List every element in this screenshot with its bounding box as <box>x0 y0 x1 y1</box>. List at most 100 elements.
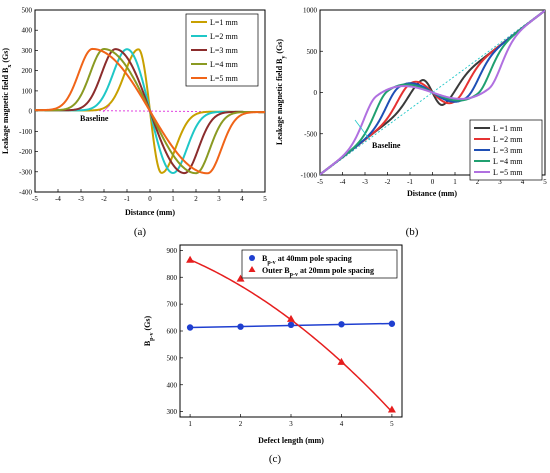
x-ticks-a: -5 -4 -3 -2 -1 0 1 2 3 4 5 <box>32 189 267 203</box>
y-tick-label-0: -200 <box>19 148 32 156</box>
data-point-c-2 <box>287 314 295 322</box>
x-tick-label-0: 3 <box>217 195 221 203</box>
data-point-c-1 <box>186 324 194 331</box>
y-tick-label-1: -500 <box>304 130 317 138</box>
legend-item-b-4: L =4 mm <box>493 157 523 166</box>
legend-c: Bp-v at 40mm pole spacing Outer Bp-v at … <box>241 249 398 279</box>
x-axis-label-c: Defect length (mm) <box>258 436 324 445</box>
y-tick-label-2: 900 <box>167 247 178 255</box>
y-axis-label-a: Leakage magnetic field Bx (Gs) <box>1 48 13 154</box>
x-tick-label-1: 1 <box>453 178 457 186</box>
chart-b: -5 -4 -3 -2 -1 0 1 2 3 4 5 -1000 -500 0 500 1000 Basel… <box>275 7 547 239</box>
x-tick-label-1: -4 <box>340 178 346 186</box>
y-tick-label-0: 400 <box>22 27 33 35</box>
data-point-c-2 <box>387 405 396 413</box>
x-tick-label-2: 4 <box>340 420 344 428</box>
panel-label-b: (b) <box>406 226 419 238</box>
y-tick-label-0: 500 <box>22 7 33 15</box>
series-lines-a <box>35 47 265 175</box>
panel-label-a: (a) <box>134 226 147 238</box>
x-tick-label-0: -1 <box>124 195 130 203</box>
fit-lines-c <box>189 259 393 413</box>
legend-item-c-1: Outer Bp-v at 20mm pole spacing <box>262 266 374 278</box>
x-tick-label-1: -3 <box>362 178 368 186</box>
x-tick-label-2: 5 <box>390 420 394 428</box>
x-tick-label-2: 1 <box>188 420 192 428</box>
series-line-a-5 <box>35 47 265 175</box>
y-axis-label-b: Leakage magnetic field By (Gs) <box>275 39 287 145</box>
baseline-label-a: Baseline <box>80 114 109 123</box>
x-tick-label-0: -3 <box>78 195 84 203</box>
x-tick-label-0: 0 <box>148 195 152 203</box>
data-point-c-1 <box>237 323 244 330</box>
chart-a: -5 -4 -3 -2 -1 0 1 2 3 4 5 -400 -300 -200 -100 0 100 200… <box>1 7 267 239</box>
y-ticks-b: -1000 -500 0 500 1000 <box>301 7 323 180</box>
y-tick-label-0: 200 <box>22 67 33 75</box>
legend-b: L =1 mm L =2 mm L =3 mm L =4 mm L =5 mm <box>469 119 543 181</box>
x-tick-label-2: 3 <box>289 420 293 428</box>
x-tick-label-2: 2 <box>239 420 243 428</box>
series-line-b-5 <box>320 10 545 175</box>
baseline-annotation-b: Baseline <box>354 119 401 150</box>
baseline-b <box>319 9 546 176</box>
y-tick-label-1: -1000 <box>301 172 318 180</box>
data-point-c-1 <box>338 321 345 328</box>
y-tick-label-1: 1000 <box>303 7 318 15</box>
legend-item-a-2: L=2 mm <box>210 32 239 41</box>
data-points-c <box>186 255 396 413</box>
x-tick-label-1: -2 <box>385 178 391 186</box>
legend-item-b-1: L =1 mm <box>493 124 523 133</box>
data-point-c-2 <box>337 357 346 365</box>
x-tick-label-0: -5 <box>32 195 38 203</box>
legend-marker-circle-c <box>249 255 255 261</box>
x-tick-label-0: 5 <box>263 195 267 203</box>
y-tick-label-1: 0 <box>314 89 318 97</box>
y-tick-label-0: 0 <box>29 108 33 116</box>
y-tick-label-0: 300 <box>22 47 33 55</box>
x-axis-label-a: Distance (mm) <box>125 208 175 217</box>
y-tick-label-2: 600 <box>167 328 178 336</box>
x-tick-label-1: -5 <box>317 178 323 186</box>
panel-label-c: (c) <box>269 453 282 465</box>
x-tick-label-1: -1 <box>407 178 413 186</box>
y-ticks-c: 300 400 500 600 700 800 900 <box>167 247 183 416</box>
x-tick-label-0: 4 <box>240 195 244 203</box>
x-tick-label-0: -4 <box>55 195 61 203</box>
x-ticks-b: -5 -4 -3 -2 -1 0 1 2 3 4 5 <box>317 172 547 186</box>
legend-item-b-3: L =3 mm <box>493 146 523 155</box>
legend-item-a-5: L=5 mm <box>210 74 239 83</box>
data-point-c-1 <box>287 321 295 329</box>
legend-item-b-5: L =5 mm <box>493 168 523 177</box>
fit-line-c-2 <box>189 259 393 413</box>
legend-marker-triangle-c <box>248 266 256 272</box>
data-point-c-1 <box>388 320 396 327</box>
y-tick-label-1: 500 <box>307 48 318 56</box>
x-tick-label-1: 4 <box>521 178 525 186</box>
legend-item-a-4: L=4 mm <box>210 60 239 69</box>
x-tick-label-1: 3 <box>498 178 502 186</box>
baseline-annotation-a: Baseline <box>80 104 111 123</box>
baseline-label-b: Baseline <box>372 141 401 150</box>
y-tick-label-0: 100 <box>22 87 33 95</box>
x-tick-label-0: -2 <box>101 195 107 203</box>
x-tick-label-0: 1 <box>171 195 175 203</box>
legend-item-b-2: L =2 mm <box>493 135 523 144</box>
y-tick-label-2: 500 <box>167 354 178 362</box>
y-tick-label-2: 300 <box>167 408 178 416</box>
series-lines-b <box>320 10 545 175</box>
chart-c: 1 2 3 4 5 300 400 500 600 700 800 900 Bp-v at 40mm… <box>143 244 403 465</box>
x-tick-label-1: 5 <box>543 178 547 186</box>
y-tick-label-2: 800 <box>167 274 178 282</box>
x-tick-label-1: 2 <box>476 178 480 186</box>
legend-item-a-3: L=3 mm <box>210 46 239 55</box>
y-tick-label-0: -100 <box>19 128 32 136</box>
x-tick-label-0: 2 <box>194 195 198 203</box>
y-ticks-a: -400 -300 -200 -100 0 100 200 300 400 500 <box>19 7 38 197</box>
y-tick-label-0: -300 <box>19 168 32 176</box>
legend-a: L=1 mm L=2 mm L=3 mm L=4 mm L=5 mm <box>185 13 259 87</box>
x-tick-label-1: 0 <box>431 178 435 186</box>
x-axis-label-b: Distance (mm) <box>407 189 457 198</box>
y-axis-label-c: Bp-v (Gs) <box>143 315 155 346</box>
y-tick-label-2: 700 <box>167 301 178 309</box>
